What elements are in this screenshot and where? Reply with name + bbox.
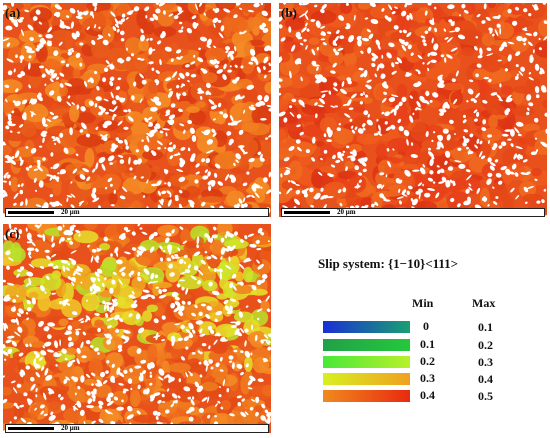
panel-b-scalebar: 20 μm: [281, 208, 545, 217]
panel-c-label: (c): [5, 226, 20, 241]
panel-a-scalebar-text: 20 μm: [61, 208, 80, 216]
panel-a-image: [3, 3, 271, 217]
panel-c-scalebar-block: [8, 427, 54, 430]
legend-title: Slip system: {1−10}<111>: [318, 256, 459, 271]
legend-max-0: 0.1: [478, 320, 493, 334]
legend-swatch-4: [323, 390, 410, 402]
legend-max-4: 0.5: [478, 389, 493, 403]
legend-max-1: 0.2: [478, 338, 493, 352]
panel-a-label: (a): [5, 5, 21, 20]
panel-a-map: (a) 20 μm: [3, 3, 271, 217]
panel-b-label: (b): [281, 5, 297, 20]
legend-max-2: 0.3: [478, 355, 493, 369]
legend-min-header: Min: [412, 296, 434, 310]
panel-a-scalebar-block: [8, 211, 54, 214]
panel-c-image: [3, 224, 271, 433]
legend-swatch-1: [323, 339, 410, 351]
legend-max-3: 0.4: [478, 372, 493, 386]
panel-c-map: (c) 20 μm: [3, 224, 271, 433]
panel-b-scalebar-text: 20 μm: [337, 208, 356, 216]
panel-b-image: [279, 3, 547, 217]
panel-b-map: (b) 20 μm: [279, 3, 547, 217]
legend-min-0: 0: [423, 319, 429, 333]
legend-min-4: 0.4: [420, 388, 435, 402]
legend-max-header: Max: [472, 296, 496, 310]
legend-swatch-3: [323, 373, 410, 385]
panel-c-scalebar: 20 μm: [5, 424, 269, 433]
legend-swatch-0: [323, 321, 410, 333]
legend-swatch-2: [323, 356, 410, 368]
panel-c-scalebar-text: 20 μm: [61, 424, 80, 432]
panel-a-scalebar: 20 μm: [5, 208, 269, 217]
legend-min-3: 0.3: [420, 371, 435, 385]
legend-min-2: 0.2: [420, 354, 435, 368]
panel-b-scalebar-block: [284, 211, 330, 214]
legend-min-1: 0.1: [420, 337, 435, 351]
